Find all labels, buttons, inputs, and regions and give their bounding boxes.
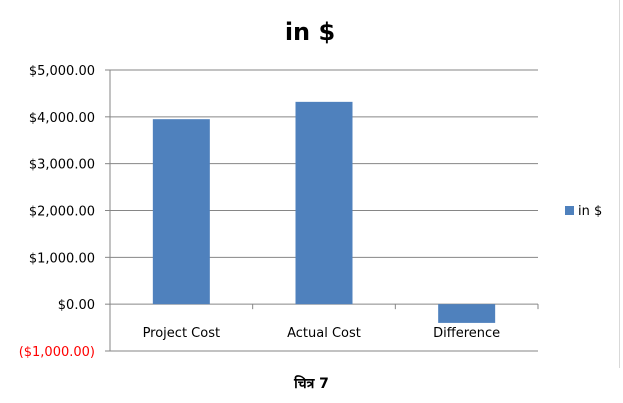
legend: in $ [565, 204, 602, 219]
y-tick-label: $5,000.00 [29, 64, 95, 79]
x-axis-category-labels: Project Cost Actual Cost Difference [109, 304, 539, 341]
legend-swatch [565, 206, 574, 215]
x-category-label: Actual Cost [287, 326, 361, 341]
y-axis-tick-labels: $5,000.00 $4,000.00 $3,000.00 $2,000.00 $1,0… [19, 64, 95, 360]
bar [438, 304, 496, 323]
bar-chart: in $ $5,000.00 $4,000.00 $3,000.00 $2,000.0… [19, 18, 603, 360]
x-category-label: Project Cost [143, 326, 221, 341]
x-category-label: Difference [433, 326, 500, 341]
y-tick-label: $3,000.00 [29, 158, 95, 173]
figure-caption: चित्र 7 [294, 376, 329, 392]
y-tick-label: $0.00 [58, 298, 95, 313]
bar [152, 119, 210, 305]
chart-title: in $ [285, 18, 335, 46]
chart-frame-edge [619, 0, 620, 368]
y-tick-label: $1,000.00 [29, 251, 95, 266]
legend-label: in $ [578, 204, 602, 219]
y-tick-label: $2,000.00 [29, 205, 95, 220]
bars [152, 101, 496, 323]
bar [295, 101, 353, 305]
y-tick-label: ($1,000.00) [19, 345, 95, 360]
y-tick-label: $4,000.00 [29, 111, 95, 126]
